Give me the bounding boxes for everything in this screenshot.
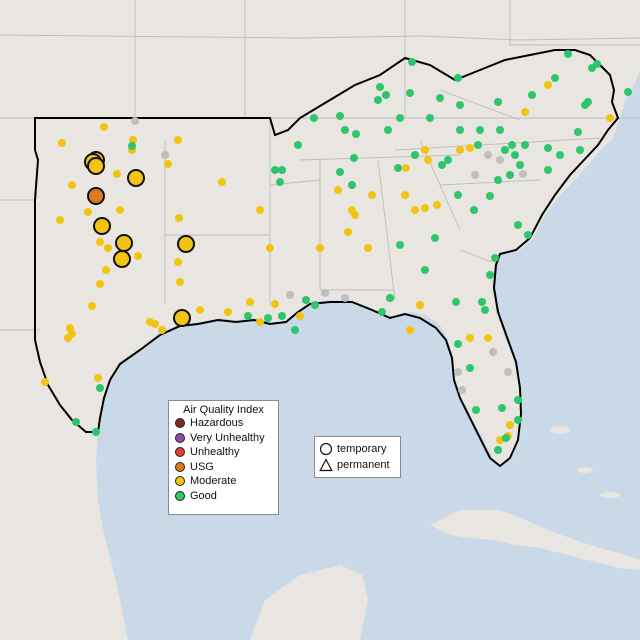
hazardous-swatch-icon [175,418,185,429]
triangle-icon [319,458,333,472]
legend-label: Moderate [190,475,237,488]
legend-label: Good [190,489,217,502]
legend-item-usg: USG [175,460,278,475]
permanent-label: permanent [337,459,390,471]
site-type-legend: temporary permanent [314,436,401,478]
legend-label: Hazardous [190,417,244,430]
temporary-site-markers [84,151,195,327]
bahamas-islands [550,426,620,498]
aqi-legend: Air Quality Index Hazardous Very Unhealt… [168,400,279,515]
usg-swatch-icon [175,461,185,472]
legend-label: Unhealthy [190,446,240,459]
very-unhealthy-swatch-icon [175,432,185,443]
legend-item-permanent: permanent [319,457,400,473]
region-outline [34,49,620,468]
legend-item-moderate: Moderate [175,474,278,489]
legend-label: USG [190,460,214,473]
legend-item-temporary: temporary [319,441,400,457]
legend-item-hazardous: Hazardous [175,416,278,431]
unhealthy-swatch-icon [175,447,185,458]
legend-item-unhealthy: Unhealthy [175,445,278,460]
inactive-stations [131,117,527,394]
state-borders [0,0,640,331]
good-stations [72,50,632,454]
legend-title: Air Quality Index [183,404,264,416]
moderate-stations [41,81,614,444]
yucatan-landmass [250,565,368,640]
legend-item-very-unhealthy: Very Unhealthy [175,431,278,446]
moderate-swatch-icon [175,476,185,487]
legend-item-good: Good [175,489,278,504]
good-swatch-icon [175,490,185,501]
legend-label: Very Unhealthy [190,431,265,444]
cuba-landmass [430,510,640,570]
circle-icon [319,442,333,456]
temporary-label: temporary [337,443,387,455]
